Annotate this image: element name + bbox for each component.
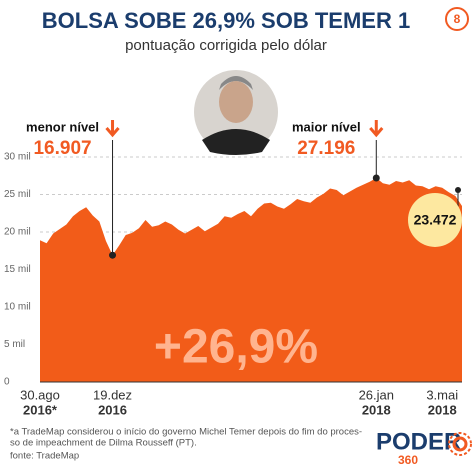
y-tick-label: 5 mil xyxy=(4,339,25,350)
logo-mark xyxy=(448,432,472,456)
badge: 8 xyxy=(454,12,461,26)
portrait xyxy=(194,70,278,155)
footnote-line: so de impeachment de Dilma Rousseff (PT)… xyxy=(10,438,197,449)
marker xyxy=(372,174,380,182)
logo-number: 360 xyxy=(398,453,418,467)
x-tick-label: 19.dez xyxy=(93,387,132,402)
x-tick-label: 30.ago xyxy=(20,387,60,402)
y-tick-label: 25 mil xyxy=(4,189,31,200)
marker xyxy=(455,186,461,193)
label-bubble xyxy=(408,192,462,247)
value-label: 27.196 xyxy=(297,138,355,159)
badge-ring xyxy=(445,7,469,31)
value-label: 23.472 xyxy=(414,212,457,228)
x-tick-label-year: 2018 xyxy=(428,402,457,417)
y-tick-label: 20 mil xyxy=(4,227,31,238)
x-tick-label: 26.jan xyxy=(359,387,394,402)
y-tick-label: 0 xyxy=(4,377,10,388)
marker xyxy=(109,251,117,259)
arrow xyxy=(369,120,384,138)
x-tick-label-year: 2016* xyxy=(23,402,58,417)
y-tick-label: 15 mil xyxy=(4,264,31,275)
annotation: menor nível xyxy=(26,119,99,134)
annotation: maior nível xyxy=(292,119,361,134)
source: fonte: TradeMap xyxy=(10,451,79,462)
logo-name: PODER xyxy=(376,428,461,455)
chart-title: BOLSA SOBE 26,9% SOB TEMER 1 xyxy=(42,8,410,33)
footnote-line: *a TradeMap considerou o início do gover… xyxy=(10,427,362,438)
x-tick-label-year: 2016 xyxy=(98,402,127,417)
x-tick-label: 3.mai xyxy=(426,387,458,402)
value-label: 16.907 xyxy=(33,138,91,159)
arrow xyxy=(105,120,120,138)
y-tick-label: 30 mil xyxy=(4,152,31,163)
x-tick-label-year: 2018 xyxy=(362,402,391,417)
y-tick-label: 10 mil xyxy=(4,302,31,313)
chart-subtitle: pontuação corrigida pelo dólar xyxy=(125,37,327,54)
change-label: +26,9% xyxy=(154,321,318,374)
area xyxy=(40,178,462,382)
